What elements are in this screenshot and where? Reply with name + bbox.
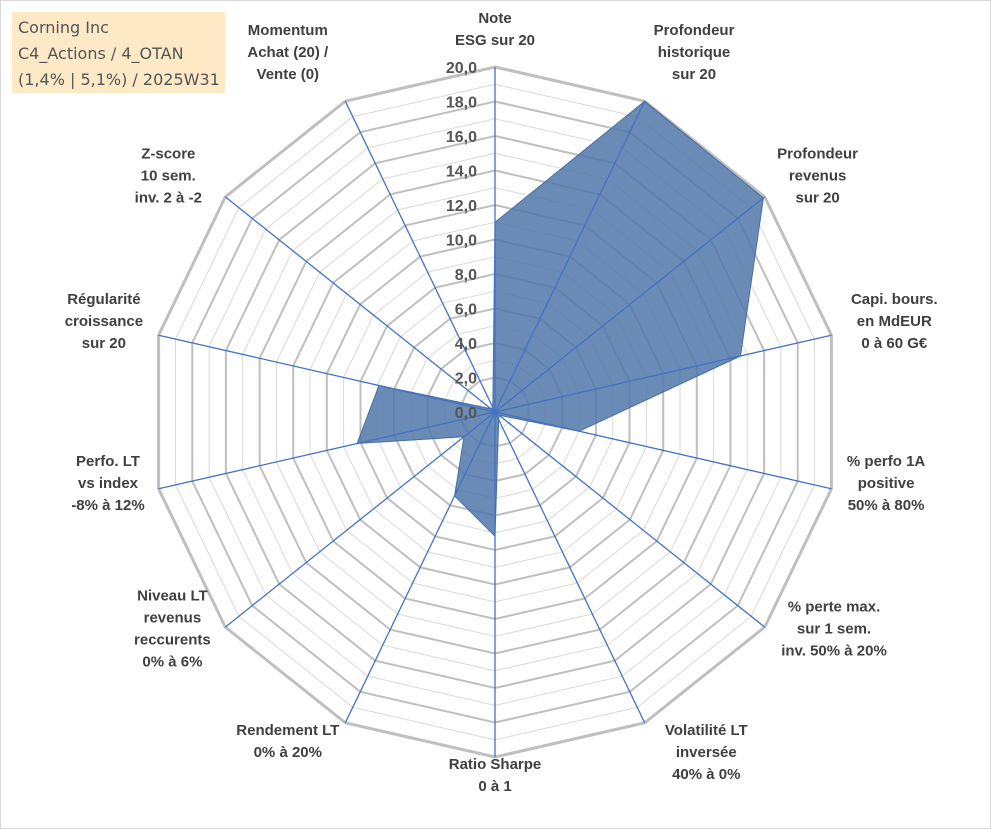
axis-spoke — [494, 411, 766, 628]
axis-spoke — [344, 100, 496, 413]
tick-label: 16,0 — [446, 129, 477, 146]
axis-spoke — [494, 334, 832, 413]
axis-label-line: sur 20 — [795, 190, 839, 207]
axis-label-line: 50% à 80% — [848, 497, 925, 514]
tick-label: 20,0 — [446, 60, 477, 77]
axis-label-line: Capi. bours. — [851, 291, 938, 308]
axis-label: Rendement LT 0% à 20% — [236, 722, 339, 761]
axis-label-line: 0% à 6% — [142, 653, 202, 670]
axis-label-line: inversée — [676, 744, 737, 761]
axis-spoke — [494, 411, 646, 724]
axis-label: Note ESG sur 20 — [455, 10, 535, 49]
info-box: Corning Inc C4_Actions / 4_OTAN (1,4% | … — [12, 12, 225, 93]
axis-spoke — [158, 334, 496, 413]
axis-label-line: sur 20 — [82, 335, 126, 352]
axis-label-line: % perfo 1A — [847, 453, 926, 470]
axis-label-line: Profondeur — [777, 146, 858, 163]
axis-label-line: sur 20 — [672, 66, 716, 83]
axis-label: Profondeur revenus sur 20 — [777, 146, 858, 207]
tick-label: 2,0 — [455, 371, 477, 388]
axis-label-line: Momentum — [248, 22, 328, 39]
axis-label-line: revenus — [144, 609, 202, 626]
axis-label: Ratio Sharpe 0 à 1 — [449, 756, 542, 795]
tick-label: 14,0 — [446, 164, 477, 181]
info-portfolio: C4_Actions / 4_OTAN — [18, 44, 184, 63]
axis-label-line: Note — [478, 10, 511, 27]
axis-label-line: % perte max. — [788, 598, 881, 615]
radar-tick-labels: 0,0 2,0 4,0 6,0 8,0 10,0 12,0 14,0 16,0 18,0 20,0 — [446, 60, 477, 422]
axis-label: % perfo 1A positive 50% à 80% — [847, 453, 926, 514]
axis-spoke — [494, 411, 832, 490]
axis-label: Volatilité LT inversée 40% à 0% — [665, 722, 748, 783]
tick-label: 4,0 — [455, 336, 477, 353]
axis-label: Régularité croissance sur 20 — [65, 291, 143, 352]
tick-label: 6,0 — [455, 302, 477, 319]
axis-label: Capi. bours. en MdEUR 0 à 60 G€ — [851, 291, 938, 352]
axis-label-line: 0% à 20% — [254, 744, 322, 761]
axis-label-line: historique — [658, 44, 731, 61]
axis-label-line: inv. 2 à -2 — [135, 190, 202, 207]
axis-spoke — [494, 100, 646, 413]
axis-label-line: en MdEUR — [857, 313, 932, 330]
axis-spoke — [494, 196, 766, 413]
axis-spoke — [224, 411, 496, 628]
axis-label-line: Rendement LT — [236, 722, 339, 739]
axis-label: Perfo. LT vs index -8% à 12% — [71, 453, 144, 514]
axis-spoke — [344, 411, 496, 724]
axis-label-line: 10 sem. — [141, 168, 196, 185]
axis-label-line: Régularité — [67, 291, 140, 308]
radar-axis-labels: Note ESG sur 20 Profondeur historique sur 20… — [65, 10, 938, 795]
axis-label-line: vs index — [78, 475, 139, 492]
axis-label-line: Vente (0) — [257, 66, 320, 83]
axis-label: Z-score 10 sem. inv. 2 à -2 — [135, 146, 202, 207]
axis-label-line: Ratio Sharpe — [449, 756, 542, 773]
axis-label-line: revenus — [789, 168, 847, 185]
axis-label-line: Perfo. LT — [76, 453, 140, 470]
axis-label-line: 0 à 1 — [478, 778, 511, 795]
axis-label-line: Z-score — [141, 146, 195, 163]
tick-label: 12,0 — [446, 198, 477, 215]
axis-label-line: 40% à 0% — [672, 766, 740, 783]
tick-label: 18,0 — [446, 95, 477, 112]
axis-label: Niveau LT revenus reccurents 0% à 6% — [134, 587, 211, 670]
axis-label-line: ESG sur 20 — [455, 32, 535, 49]
axis-spoke — [158, 411, 496, 490]
axis-label-line: Profondeur — [654, 22, 735, 39]
axis-label: % perte max. sur 1 sem. inv. 50% à 20% — [781, 598, 887, 659]
axis-label-line: Achat (20) / — [247, 44, 329, 61]
axis-label-line: Niveau LT — [137, 587, 208, 604]
axis-label: Momentum Achat (20) / Vente (0) — [247, 22, 329, 83]
axis-label-line: -8% à 12% — [71, 497, 144, 514]
axis-label-line: reccurents — [134, 631, 211, 648]
info-performance-week: (1,4% | 5,1%) / 2025W31 — [18, 70, 220, 89]
axis-spoke — [224, 196, 496, 413]
axis-label-line: sur 1 sem. — [797, 620, 871, 637]
axis-label-line: croissance — [65, 313, 143, 330]
axis-label-line: 0 à 60 G€ — [861, 335, 928, 352]
radar-series — [356, 100, 764, 538]
tick-label: 0,0 — [455, 405, 477, 422]
axis-label: Profondeur historique sur 20 — [654, 22, 735, 83]
tick-label: 10,0 — [446, 233, 477, 250]
tick-label: 8,0 — [455, 267, 477, 284]
series-area — [356, 100, 764, 538]
axis-label-line: positive — [858, 475, 915, 492]
axis-label-line: Volatilité LT — [665, 722, 748, 739]
radar-spokes — [158, 67, 832, 757]
info-company-name: Corning Inc — [18, 18, 109, 37]
axis-label-line: inv. 50% à 20% — [781, 642, 887, 659]
